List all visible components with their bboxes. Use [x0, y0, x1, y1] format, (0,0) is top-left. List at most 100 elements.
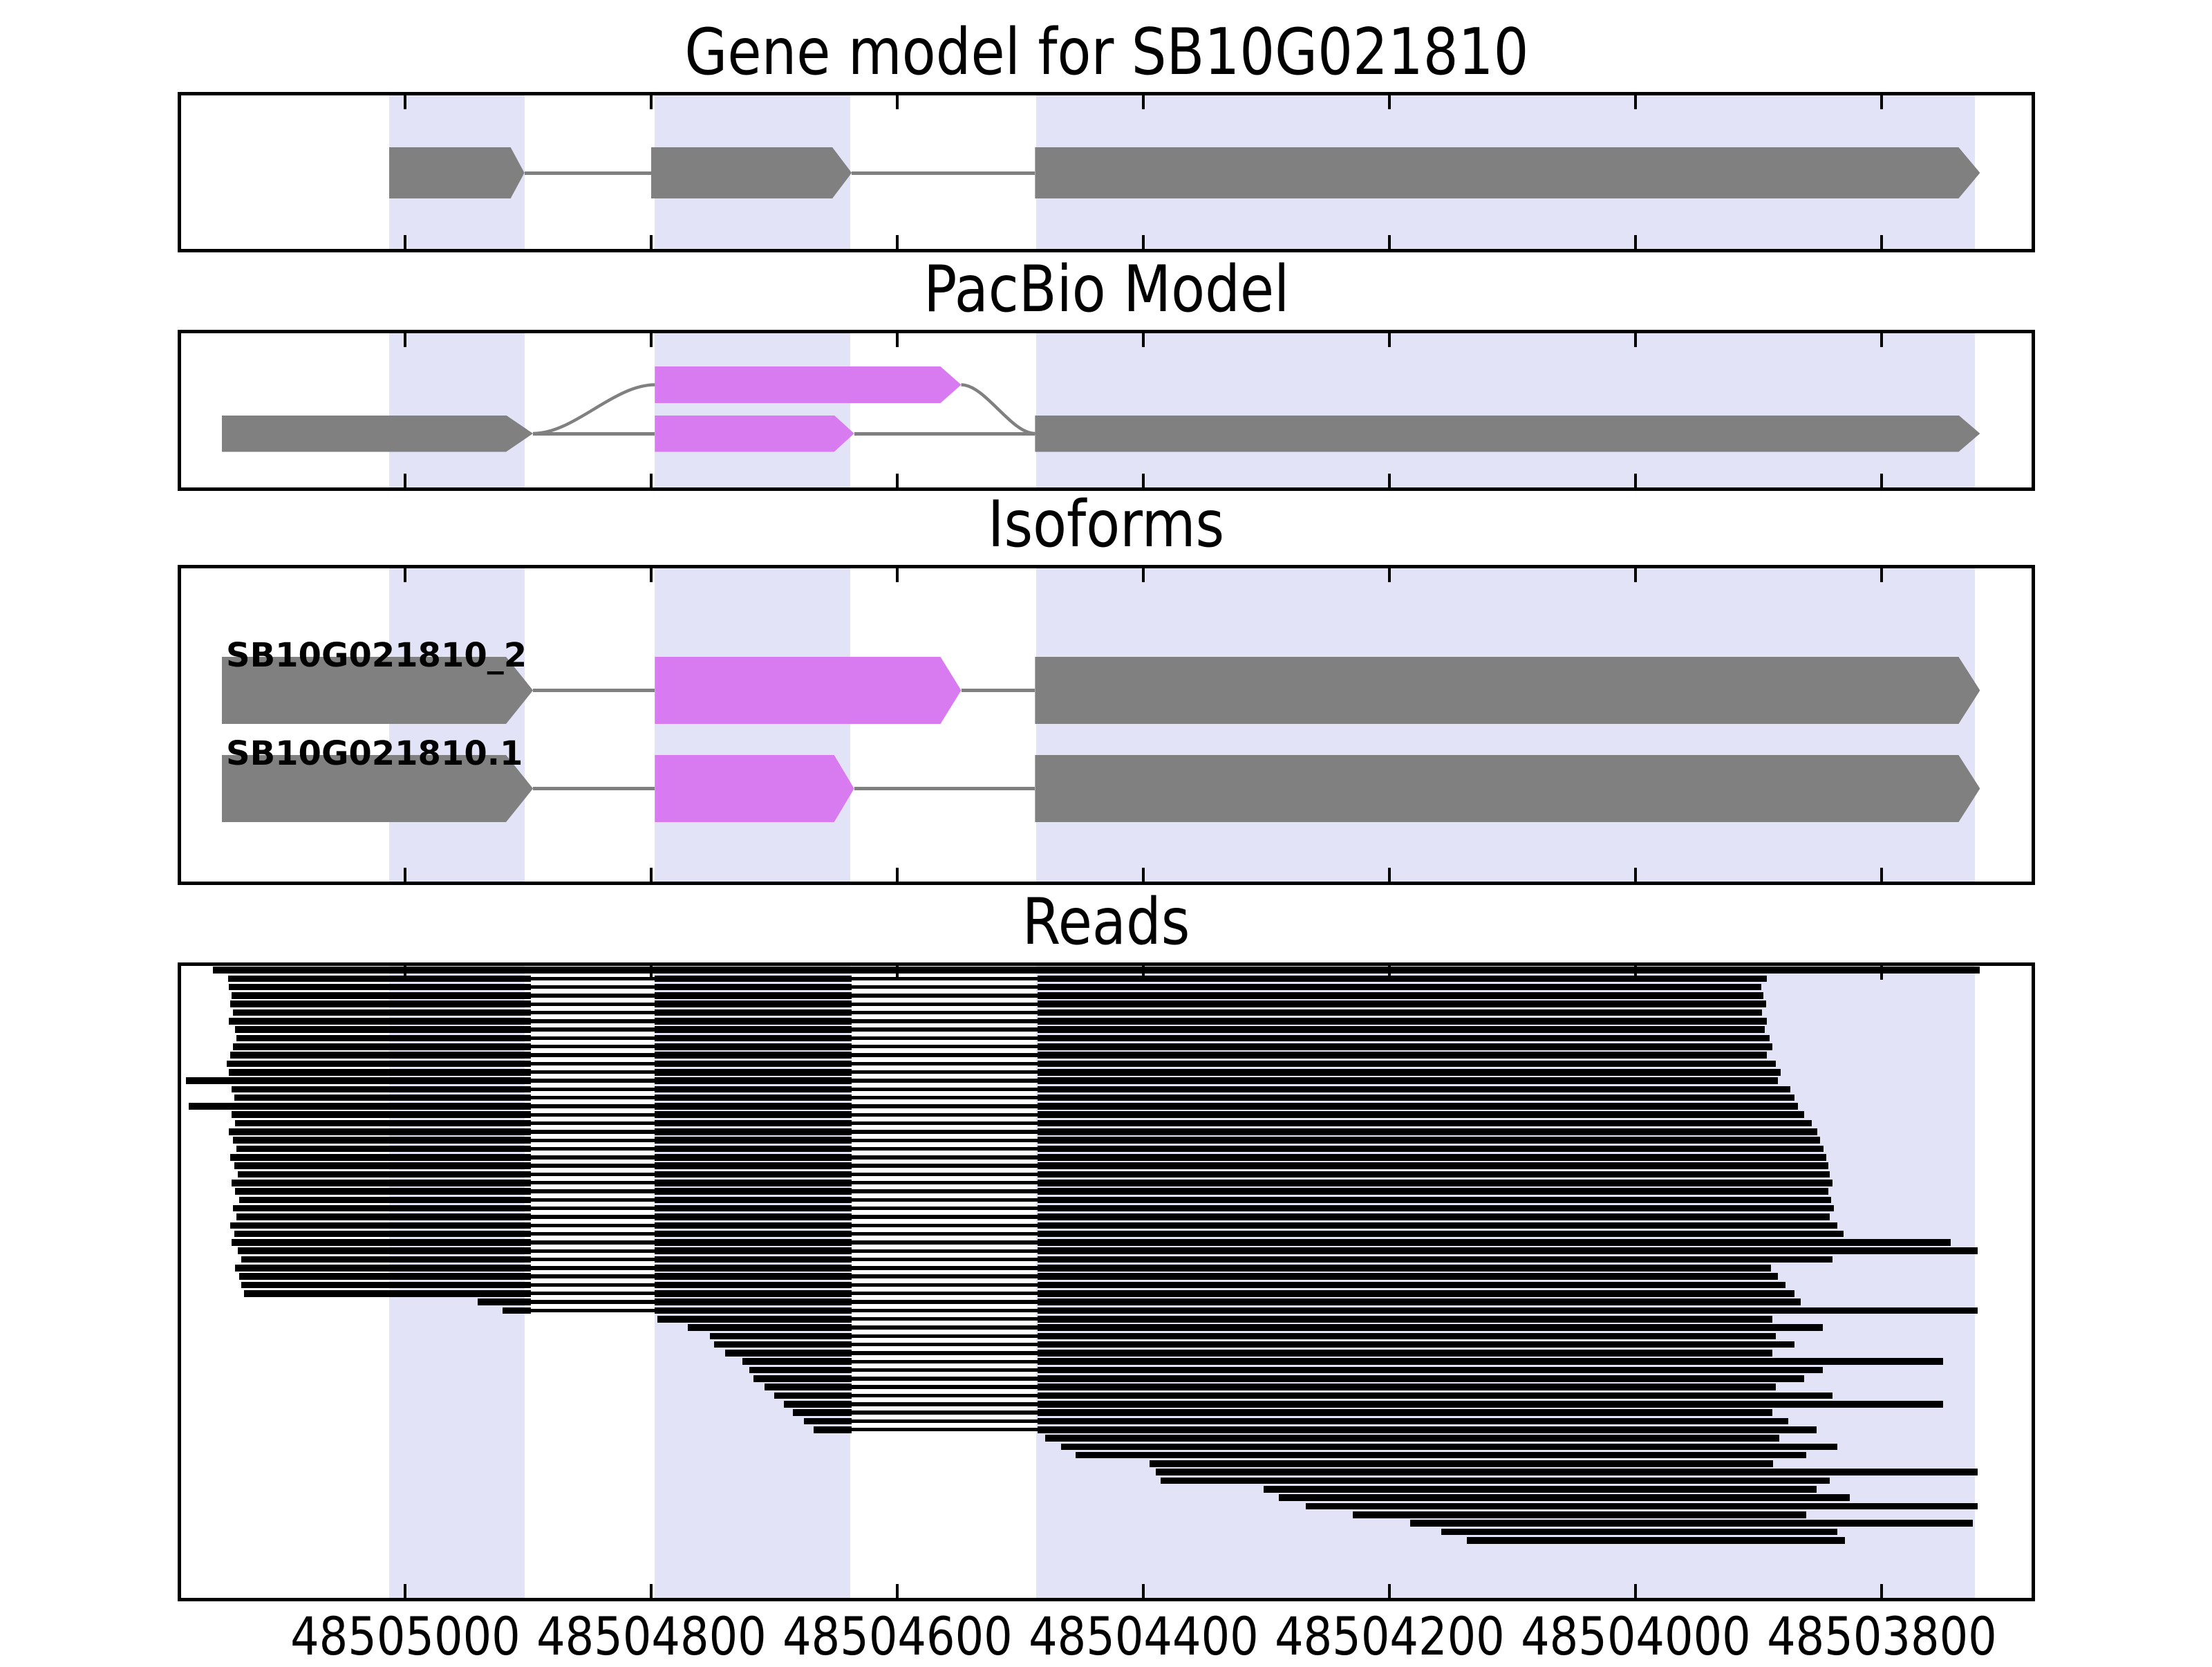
- read-exon-segment: [1037, 1128, 1818, 1135]
- axis-tick-mark: [1142, 333, 1145, 347]
- read-exon-segment: [655, 1298, 852, 1305]
- axis-tick-mark: [1634, 235, 1637, 249]
- read-exon-segment: [1037, 1358, 1943, 1366]
- panel-reads-plot-area: [181, 966, 2032, 1598]
- read-exon-segment: [655, 1145, 852, 1153]
- read-intron-segment: [852, 1342, 1038, 1347]
- isoform-label: SB10G021810_2: [226, 636, 527, 675]
- read-intron-segment: [852, 1428, 1038, 1432]
- read-intron-segment: [852, 1172, 1038, 1177]
- axis-tick-mark: [650, 235, 653, 249]
- panel-pacbio-model: [178, 330, 2035, 491]
- read-exon-segment: [792, 1409, 852, 1416]
- read-intron-segment: [852, 1036, 1038, 1041]
- read-exon-segment: [655, 1213, 852, 1220]
- gene-intron-line-1: [524, 171, 651, 175]
- read-intron-segment: [530, 1146, 655, 1151]
- read-intron-segment: [852, 1121, 1038, 1126]
- read-exon-segment: [1037, 1307, 1978, 1314]
- read-exon-segment: [1037, 1256, 1833, 1263]
- read-intron-segment: [530, 994, 655, 998]
- read-exon-segment: [1037, 1034, 1770, 1042]
- read-exon-segment: [655, 1060, 852, 1068]
- exon-highlight-band-2: [655, 568, 851, 882]
- read-intron-segment: [852, 1351, 1038, 1355]
- pacbio-exon-3: [1035, 416, 1980, 452]
- read-intron-segment: [852, 1112, 1038, 1117]
- isoform-2-exon-3: [1035, 755, 1980, 822]
- splice-junction-arcs: [533, 383, 1035, 436]
- axis-tick-mark: [404, 1584, 406, 1598]
- axis-tick-mark: [1388, 868, 1391, 882]
- read-exon-segment: [655, 1094, 852, 1101]
- axis-tick-mark: [404, 966, 406, 980]
- read-exon-segment: [502, 1307, 531, 1314]
- read-exon-segment: [1037, 1009, 1763, 1016]
- read-exon-segment: [655, 1162, 852, 1169]
- read-intron-segment: [852, 1334, 1038, 1339]
- axis-tick-mark: [1634, 474, 1637, 487]
- read-exon-segment: [232, 1137, 531, 1144]
- axis-tick-mark: [1880, 235, 1883, 249]
- read-intron-segment: [530, 1087, 655, 1092]
- axis-tick-mark: [1388, 966, 1391, 980]
- read-exon-segment: [655, 992, 852, 999]
- read-exon-segment: [655, 1154, 852, 1161]
- gene-exon-3: [1035, 147, 1980, 198]
- read-exon-segment: [655, 1119, 852, 1127]
- read-intron-segment: [852, 1240, 1038, 1245]
- axis-tick-mark: [1142, 568, 1145, 582]
- read-intron-segment: [852, 1292, 1038, 1296]
- axis-tick-mark: [896, 568, 899, 582]
- read-exon-segment: [1037, 1137, 1820, 1144]
- read-intron-segment: [530, 1130, 655, 1134]
- read-intron-segment: [852, 1079, 1038, 1083]
- read-exon-segment: [232, 992, 531, 999]
- x-axis-tick-label: 48504400: [964, 1610, 1323, 1663]
- read-intron-segment: [852, 985, 1038, 989]
- read-intron-segment: [852, 976, 1038, 980]
- read-exon-segment: [803, 1417, 852, 1425]
- read-exon-segment: [235, 1119, 531, 1127]
- read-intron-segment: [530, 1164, 655, 1168]
- read-exon-segment: [1278, 1494, 1850, 1501]
- read-intron-segment: [530, 1231, 655, 1236]
- read-exon-segment: [655, 975, 852, 982]
- pacbio-intron-line-2: [854, 431, 1035, 436]
- read-intron-segment: [530, 1070, 655, 1074]
- read-intron-segment: [852, 1010, 1038, 1015]
- axis-tick-mark: [896, 868, 899, 882]
- read-intron-segment: [530, 1181, 655, 1185]
- read-exon-segment: [655, 1171, 852, 1178]
- read-exon-segment: [1467, 1536, 1845, 1544]
- read-intron-segment: [530, 1240, 655, 1245]
- read-exon-segment: [1037, 1068, 1781, 1076]
- read-exon-segment: [229, 1068, 531, 1076]
- axis-tick-mark: [650, 868, 653, 882]
- read-exon-segment: [655, 1043, 852, 1050]
- x-axis-tick-label-text: 48503800: [1766, 1605, 1997, 1667]
- read-exon-segment: [1037, 1281, 1786, 1289]
- isoform-1-exon-3: [1035, 657, 1980, 724]
- read-intron-segment: [530, 1266, 655, 1270]
- read-exon-segment: [1149, 1460, 1774, 1467]
- x-axis-tick-label: 48504800: [471, 1610, 831, 1663]
- read-intron-segment: [852, 1231, 1038, 1236]
- isoform-1-exon-2: [655, 657, 961, 724]
- read-intron-segment: [852, 1070, 1038, 1074]
- read-exon-segment: [657, 1315, 852, 1323]
- axis-tick-mark: [650, 333, 653, 347]
- read-exon-segment: [655, 1196, 852, 1204]
- read-exon-segment: [655, 1068, 852, 1076]
- read-intron-segment: [852, 1181, 1038, 1185]
- read-intron-segment: [530, 1053, 655, 1057]
- read-intron-segment: [530, 1027, 655, 1032]
- axis-tick-mark: [1388, 568, 1391, 582]
- axis-tick-mark: [896, 1584, 899, 1598]
- read-exon-segment: [784, 1401, 852, 1408]
- read-exon-segment: [230, 1052, 531, 1059]
- read-exon-segment: [1037, 1222, 1837, 1229]
- read-intron-segment: [852, 1138, 1038, 1142]
- read-exon-segment: [1037, 975, 1768, 982]
- read-intron-segment: [530, 1010, 655, 1015]
